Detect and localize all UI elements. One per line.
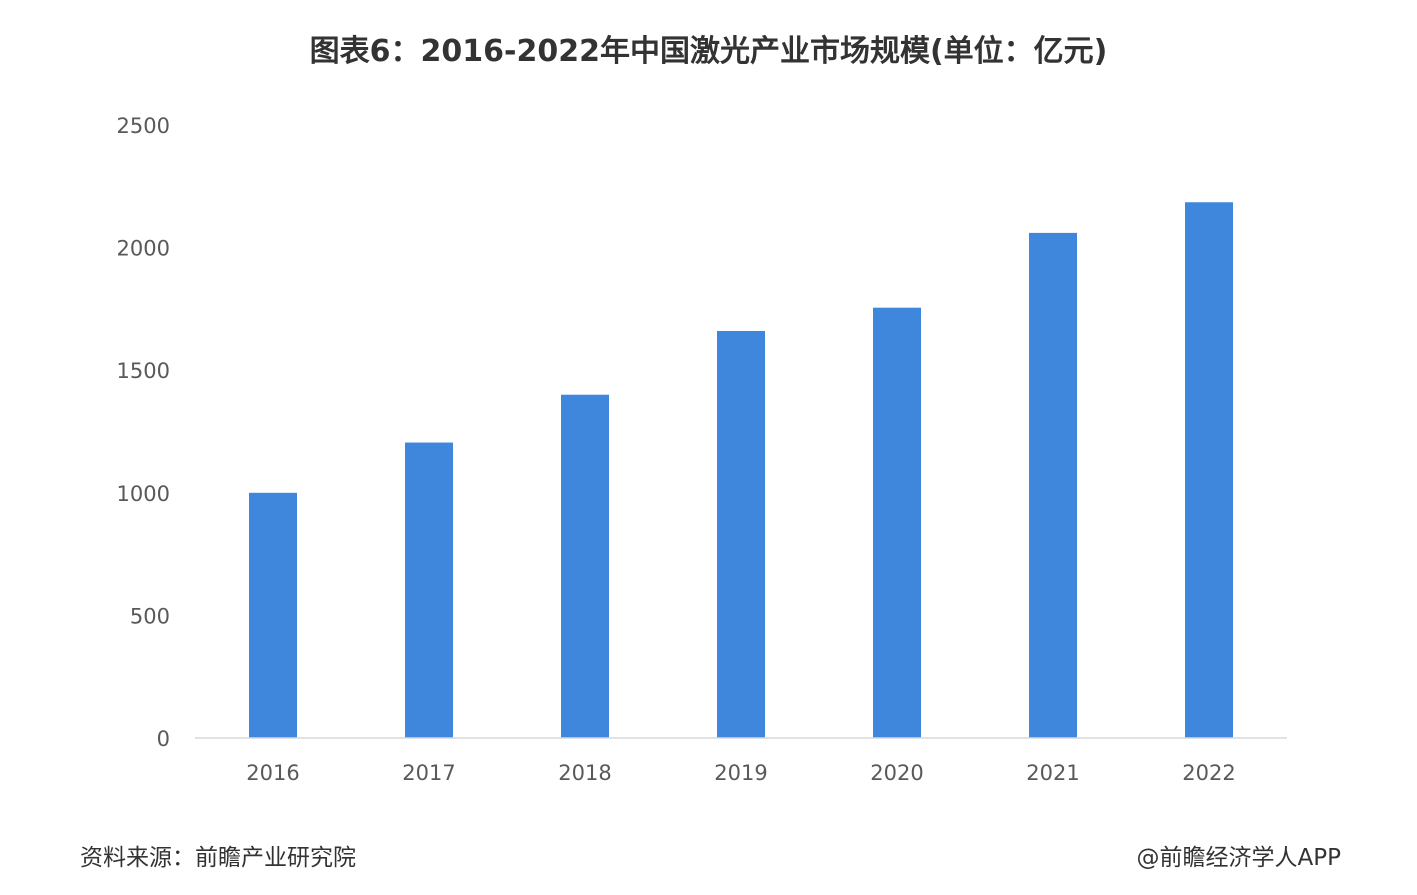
y-tick-label: 1500 bbox=[117, 359, 170, 383]
x-axis-tick-labels: 2016 2017 2018 2019 2020 2021 2022 bbox=[246, 761, 1235, 785]
bars bbox=[249, 202, 1233, 738]
credit-note: @前瞻经济学人APP bbox=[1136, 845, 1341, 871]
x-tick-label: 2020 bbox=[870, 761, 923, 785]
bar-2019 bbox=[717, 330, 765, 738]
x-tick-label: 2019 bbox=[714, 761, 767, 785]
x-tick-label: 2018 bbox=[558, 761, 611, 785]
y-tick-label: 2000 bbox=[117, 237, 170, 261]
x-tick-label: 2016 bbox=[246, 761, 299, 785]
x-tick-label: 2021 bbox=[1026, 761, 1079, 785]
bar-2021 bbox=[1029, 232, 1077, 738]
bar-2017 bbox=[405, 442, 453, 738]
x-tick-label: 2017 bbox=[402, 761, 455, 785]
y-tick-label: 2500 bbox=[117, 114, 170, 138]
bar-2016 bbox=[249, 492, 297, 738]
chart-title: 图表6：2016-2022年中国激光产业市场规模(单位：亿元) bbox=[309, 34, 1108, 69]
x-tick-label: 2022 bbox=[1182, 761, 1235, 785]
bar-2020 bbox=[873, 307, 921, 738]
bar-2022 bbox=[1185, 202, 1233, 738]
y-tick-label: 500 bbox=[130, 604, 170, 628]
y-axis-tick-labels: 0 500 1000 1500 2000 2500 bbox=[117, 114, 170, 751]
bar-2018 bbox=[561, 394, 609, 738]
y-tick-label: 1000 bbox=[117, 482, 170, 506]
y-tick-label: 0 bbox=[157, 727, 170, 751]
source-note: 资料来源：前瞻产业研究院 bbox=[80, 845, 356, 871]
